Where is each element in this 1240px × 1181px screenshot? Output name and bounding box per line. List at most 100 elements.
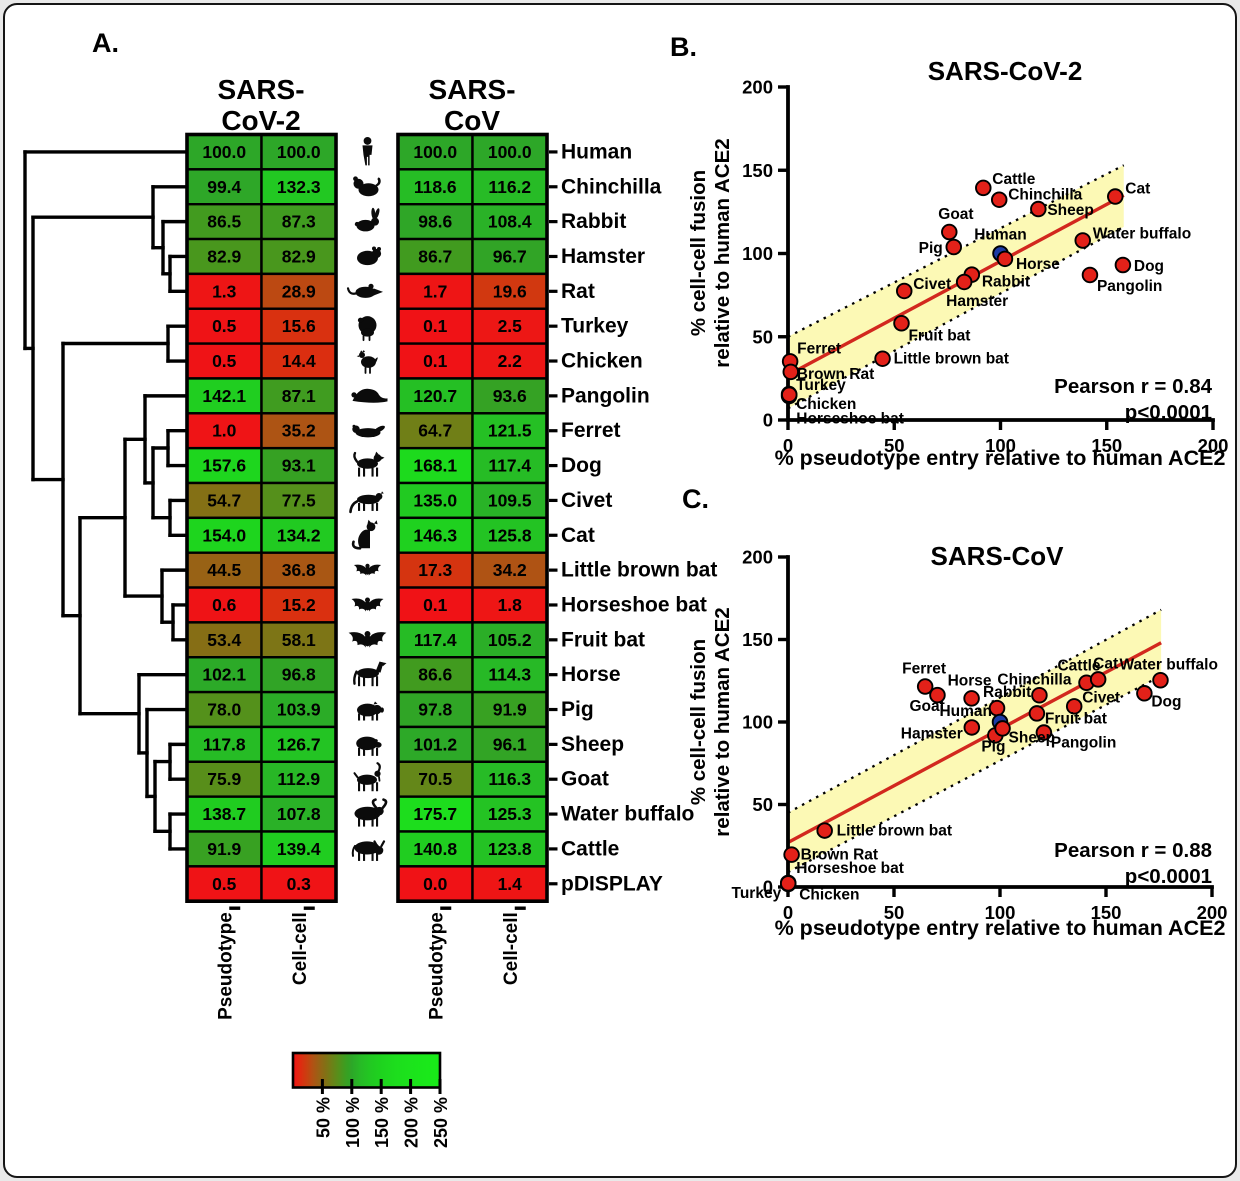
heatmap-cell-value: 70.5 (418, 769, 452, 789)
y-tick-label: 0 (763, 410, 773, 431)
horseshoe-bat-icon (351, 597, 384, 612)
point-label: Goat (909, 698, 944, 715)
point-horse (963, 690, 980, 707)
point-label: Rabbit (983, 684, 1031, 701)
y-tick-label: 150 (742, 629, 773, 650)
table-row: 1.3 28.9 1.7 19.6 Rat (185, 272, 595, 310)
point-dog (1114, 256, 1132, 274)
point-label: Fruit bat (1045, 710, 1107, 727)
heatmap-cell-value: 100.0 (277, 142, 321, 162)
fruit-bat-icon (348, 630, 387, 648)
heatmap-cell-value: 1.8 (498, 595, 523, 615)
species-label: Chicken (561, 350, 643, 373)
heatmap-cell-value: 93.6 (493, 386, 527, 406)
table-row: 142.1 87.1 120.7 93.6 Pangolin (185, 377, 650, 415)
pearson-line: Pearson r = 0.84 (1054, 375, 1212, 398)
species-label: Cattle (561, 837, 619, 860)
dendrogram (23, 150, 189, 851)
heatmap-cell (396, 481, 474, 520)
ylabel-line: relative to human ACE2 (710, 138, 734, 368)
table-row: 82.9 82.9 86.7 96.7 Hamster (185, 237, 645, 276)
heatmap-cell-value: 102.1 (202, 665, 246, 685)
point-label: Water buffalo (1119, 656, 1217, 673)
rat-icon (346, 283, 383, 298)
x-tick-label: 50 (884, 435, 905, 456)
heatmap-cell (185, 830, 263, 868)
species-label: Sheep (561, 733, 624, 756)
heatmap-cell-value: 117.4 (414, 630, 457, 650)
heatmap-cell-value: 1.3 (212, 281, 237, 301)
heatmap-cell-value: 135.0 (413, 490, 457, 510)
table-row: 1.0 35.2 64.7 121.5 Ferret (185, 412, 621, 450)
heatmap-cell (260, 412, 338, 450)
x-tick-label: 150 (1091, 435, 1122, 456)
heatmap-cell (260, 446, 338, 485)
heatmap-cell (396, 690, 474, 729)
heatmap-cell-value: 1.7 (423, 281, 447, 301)
heatmap-cell (260, 377, 338, 415)
x-tick-label: 0 (783, 435, 793, 456)
y-tick-label: 50 (752, 794, 773, 815)
heatmap-cell-value: 54.7 (207, 490, 241, 510)
heatmap-cell (185, 168, 263, 206)
point-label: Pig (981, 738, 1005, 755)
point-little-brown-bat (874, 350, 891, 367)
species-label: Human (561, 140, 632, 163)
species-label: Turkey (561, 315, 629, 338)
point-water-buffalo (1074, 232, 1091, 249)
point-goat (929, 686, 946, 704)
heatmap-cell (396, 307, 474, 345)
rabbit-icon (354, 207, 380, 232)
ylabel-line: relative to human ACE2 (710, 607, 734, 837)
hamster-icon (357, 246, 382, 266)
heatmap-cell-value: 98.6 (418, 212, 452, 232)
colorbar-tick-label: 50 % (313, 1097, 333, 1138)
confidence-dotted-line (787, 164, 1125, 338)
heatmap-cell-value: 125.8 (488, 525, 532, 545)
heatmap-cell-value: 91.9 (207, 839, 241, 859)
heatmap-cell-value: 142.1 (202, 386, 246, 406)
cat-icon (351, 519, 378, 550)
point-sheep (994, 720, 1011, 737)
heatmap-cell-value: 140.8 (413, 839, 457, 859)
point-civet (1065, 698, 1083, 715)
heatmap-cell-value: 100.0 (488, 142, 532, 162)
column-label: Cell-cell (501, 912, 522, 985)
point-label: Little brown bat (837, 823, 952, 840)
heatmap-cell-value: 93.1 (282, 456, 316, 476)
pig-icon (357, 701, 384, 721)
heatmap-cell (185, 865, 263, 903)
heatmap-cell-value: 36.8 (282, 560, 316, 580)
colorbar-gradient (291, 1051, 442, 1089)
little-brown-bat-icon (353, 563, 382, 576)
point-label: Sheep (1009, 729, 1056, 746)
point-label: Pig (919, 240, 943, 257)
point-label: Horse (948, 672, 992, 689)
heatmap-cell-value: 0.0 (423, 874, 448, 894)
point-label: Chicken (796, 396, 856, 413)
heatmap-table-border (396, 132, 549, 904)
table-row: 0.6 15.2 0.1 1.8 Horseshoe bat (185, 586, 707, 624)
point-label: Hamster (901, 725, 963, 742)
heatmap-cell-value: 0.6 (212, 595, 237, 615)
point-label: Pangolin (1097, 278, 1162, 295)
chinchilla-icon (353, 176, 381, 197)
table-row: 86.5 87.3 98.6 108.4 Rabbit (185, 202, 626, 241)
point-label: Ferret (902, 661, 946, 678)
heatmap-cell-value: 91.9 (493, 700, 527, 720)
point-chinchilla (990, 191, 1008, 208)
ylabel-line: % cell-cell fusion (687, 169, 710, 337)
heatmap-cell (185, 342, 263, 380)
heatmap-cell-value: 96.8 (282, 665, 316, 685)
x-tick-label: 100 (985, 435, 1016, 456)
heatmap-cell-value: 96.1 (493, 734, 527, 754)
y-tick-label: 100 (742, 712, 773, 733)
point-label: Dog (1134, 258, 1164, 275)
pangolin-icon (351, 388, 388, 403)
colorbar-tick-label: 150 % (372, 1097, 392, 1148)
heatmap-cell-value: 99.4 (207, 177, 241, 197)
colorbar-tick-label: 250 % (431, 1097, 451, 1148)
heatmap-cell (471, 586, 549, 624)
